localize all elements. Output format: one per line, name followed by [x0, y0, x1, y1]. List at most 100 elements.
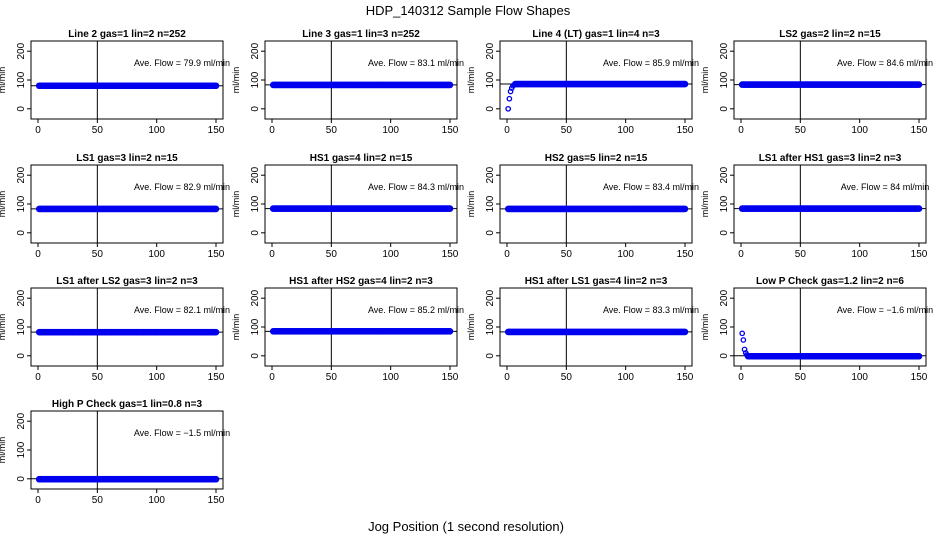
x-tick-label: 100 — [851, 249, 868, 260]
y-tick-label: 0 — [485, 230, 496, 236]
y-tick-label: 100 — [16, 318, 27, 335]
data-point — [740, 337, 747, 343]
panel-title: Low P Check gas=1.2 lin=2 n=6 — [756, 276, 904, 287]
x-tick-label: 150 — [208, 495, 225, 506]
plot-frame — [30, 164, 224, 244]
y-tick-label: 200 — [719, 289, 730, 306]
panel-title: LS1 after LS2 gas=3 lin=2 n=3 — [56, 276, 198, 287]
y-tick-label: 100 — [485, 195, 496, 212]
plot-frame — [733, 40, 927, 120]
data-point — [915, 205, 923, 212]
x-tick-label: 0 — [35, 372, 41, 383]
panel-6: HS1 gas=4 lin=2 n=15 ml/min 0 50 100 150 0 100 2… — [231, 153, 464, 260]
x-tick-label: 50 — [795, 249, 807, 260]
x-tick-label: 50 — [795, 125, 807, 136]
x-tick-label: 0 — [504, 125, 510, 136]
average-flow-annotation: Ave. Flow = 79.9 ml/min — [134, 58, 230, 68]
y-tick-label: 0 — [485, 106, 496, 112]
panel-title: Line 3 gas=1 lin=3 n=252 — [302, 29, 420, 40]
x-tick-label: 0 — [35, 249, 41, 260]
y-axis-label: ml/min — [231, 191, 241, 218]
plot-frame — [499, 164, 693, 244]
x-tick-label: 100 — [148, 495, 165, 506]
x-tick-label: 100 — [148, 372, 165, 383]
data-point — [446, 81, 454, 89]
average-flow-annotation: Ave. Flow = 82.1 ml/min — [134, 305, 230, 315]
panel-title: LS2 gas=2 lin=2 n=15 — [779, 29, 881, 40]
average-flow-annotation: Ave. Flow = 85.2 ml/min — [368, 305, 464, 315]
plot-frame — [499, 40, 693, 120]
panel-5: LS1 gas=3 lin=2 n=15 ml/min 0 50 100 150 0 100 2… — [0, 153, 230, 260]
x-tick-label: 0 — [504, 249, 510, 260]
y-tick-label: 0 — [16, 106, 27, 112]
data-points — [738, 81, 923, 88]
x-tick-label: 100 — [617, 125, 634, 136]
y-tick-label: 100 — [485, 318, 496, 335]
y-axis-label: ml/min — [700, 67, 710, 94]
y-tick-label: 0 — [719, 353, 730, 359]
panel-3: Line 4 (LT) gas=1 lin=4 n=3 ml/min 0 50 100 1… — [466, 29, 699, 136]
data-points — [269, 81, 454, 89]
x-tick-label: 100 — [148, 249, 165, 260]
y-tick-label: 0 — [16, 476, 27, 482]
y-tick-label: 200 — [719, 42, 730, 59]
y-tick-label: 0 — [250, 230, 261, 236]
y-tick-label: 200 — [250, 166, 261, 183]
panel-11: HS1 after LS1 gas=4 lin=2 n=3 ml/min 0 50 10… — [466, 276, 699, 383]
panel-title: HS1 after HS2 gas=4 lin=2 n=3 — [289, 276, 433, 287]
average-flow-annotation: Ave. Flow = 83.1 ml/min — [368, 58, 464, 68]
y-tick-label: 100 — [719, 71, 730, 88]
figure-title: HDP_140312 Sample Flow Shapes — [366, 3, 571, 18]
x-tick-label: 0 — [35, 125, 41, 136]
y-tick-label: 200 — [485, 42, 496, 59]
average-flow-annotation: Ave. Flow = 82.9 ml/min — [134, 182, 230, 192]
y-tick-label: 200 — [16, 166, 27, 183]
y-tick-label: 0 — [719, 230, 730, 236]
y-axis-label: ml/min — [700, 314, 710, 341]
data-point — [212, 82, 220, 90]
data-points — [504, 205, 689, 213]
average-flow-annotation: Ave. Flow = 84 ml/min — [841, 182, 930, 192]
data-point — [681, 205, 689, 213]
data-point — [212, 205, 220, 213]
x-tick-label: 100 — [851, 372, 868, 383]
data-point — [739, 330, 746, 337]
y-tick-label: 200 — [719, 166, 730, 183]
y-tick-label: 0 — [250, 106, 261, 112]
data-point — [681, 80, 689, 88]
x-tick-label: 100 — [617, 249, 634, 260]
panel-title: HS1 after LS1 gas=4 lin=2 n=3 — [525, 276, 668, 287]
data-point — [446, 205, 454, 212]
x-tick-label: 50 — [326, 125, 338, 136]
y-axis-label: ml/min — [466, 67, 476, 94]
x-tick-label: 100 — [382, 372, 399, 383]
x-tick-label: 0 — [738, 249, 744, 260]
y-tick-label: 0 — [485, 353, 496, 359]
y-tick-label: 100 — [719, 195, 730, 212]
y-axis-label: ml/min — [0, 67, 7, 94]
data-points — [35, 328, 220, 336]
x-tick-label: 100 — [382, 125, 399, 136]
x-tick-label: 100 — [617, 372, 634, 383]
y-tick-label: 100 — [16, 195, 27, 212]
x-tick-label: 0 — [738, 125, 744, 136]
panel-13: High P Check gas=1 lin=0.8 n=3 ml/min 0 50 1… — [0, 399, 230, 506]
panel-1: Line 2 gas=1 lin=2 n=252 ml/min 0 50 100 150 0… — [0, 29, 230, 136]
panel-4: LS2 gas=2 lin=2 n=15 ml/min 0 50 100 150 0 100 2… — [700, 29, 933, 136]
y-axis-label: ml/min — [0, 437, 7, 464]
plot-frame — [499, 287, 693, 367]
plot-frame — [30, 40, 224, 120]
x-tick-label: 150 — [677, 372, 694, 383]
data-point — [681, 328, 689, 336]
panel-title: Line 2 gas=1 lin=2 n=252 — [68, 29, 186, 40]
plot-frame — [264, 287, 458, 367]
average-flow-annotation: Ave. Flow = 83.4 ml/min — [603, 182, 699, 192]
y-axis-label: ml/min — [466, 191, 476, 218]
y-tick-label: 100 — [250, 318, 261, 335]
panel-title: HS1 gas=4 lin=2 n=15 — [310, 153, 413, 164]
x-tick-label: 150 — [442, 125, 459, 136]
panel-2: Line 3 gas=1 lin=3 n=252 ml/min 0 50 100 150 0… — [231, 29, 464, 136]
y-axis-label: ml/min — [0, 191, 7, 218]
panel-10: HS1 after HS2 gas=4 lin=2 n=3 ml/min 0 50 10… — [231, 276, 464, 383]
